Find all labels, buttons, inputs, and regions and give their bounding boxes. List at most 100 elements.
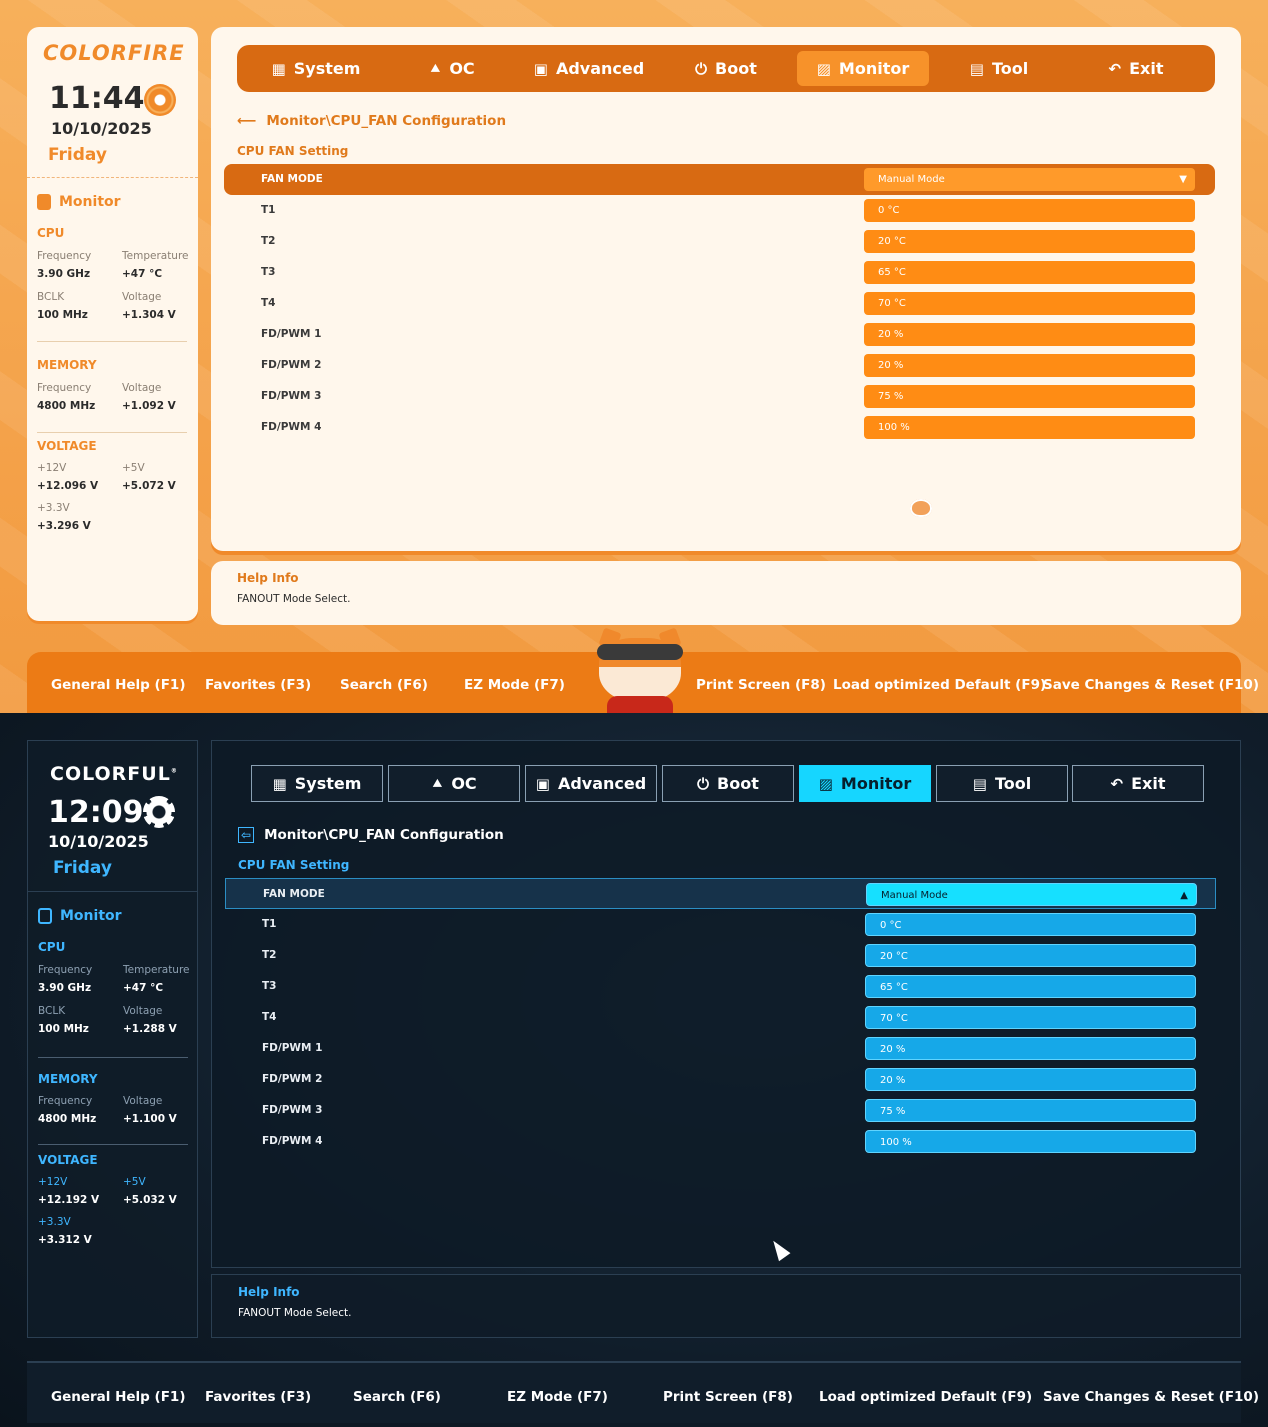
clock-time: 12:09: [48, 795, 144, 830]
footer-general-help[interactable]: General Help (F1): [51, 677, 186, 693]
gear-icon[interactable]: [143, 796, 175, 828]
breadcrumb[interactable]: ⇦ Monitor\CPU_FAN Configuration: [238, 827, 504, 843]
t3-input[interactable]: 65 °C: [864, 261, 1195, 284]
tab-oc[interactable]: ⯅ OC: [388, 765, 520, 802]
footer-search[interactable]: Search (F6): [340, 677, 428, 693]
fan-mode-dropdown[interactable]: Manual Mode ▲: [866, 883, 1197, 906]
monitor-heading: Monitor: [37, 194, 121, 210]
memory-frequency-label: Frequency: [38, 1095, 93, 1107]
t1-input[interactable]: 0 °C: [865, 913, 1196, 936]
setting-row-pwm2[interactable]: FD/PWM 2 20 %: [224, 350, 1215, 381]
pwm4-input[interactable]: 100 %: [865, 1130, 1196, 1153]
back-arrow-icon[interactable]: ⟵: [237, 113, 257, 129]
footer-print-screen[interactable]: Print Screen (F8): [663, 1389, 793, 1405]
sidebar-divider: [27, 177, 198, 178]
t4-input[interactable]: 70 °C: [864, 292, 1195, 315]
memory-section-title: MEMORY: [38, 1072, 98, 1086]
chevron-up-icon: ▲: [1180, 890, 1188, 901]
pwm4-input[interactable]: 100 %: [864, 416, 1195, 439]
clock-day: Friday: [48, 145, 107, 165]
monitor-icon: ▨: [816, 59, 831, 78]
footer-load-defaults[interactable]: Load optimized Default (F9): [819, 1389, 1033, 1405]
pwm3-input[interactable]: 75 %: [864, 385, 1195, 408]
setting-row-t4[interactable]: T4 70 °C: [224, 288, 1215, 319]
pwm1-input[interactable]: 20 %: [865, 1037, 1196, 1060]
setting-row-pwm4[interactable]: FD/PWM 4 100 %: [224, 412, 1215, 443]
setting-row-t1[interactable]: T1 0 °C: [224, 195, 1215, 226]
t2-input[interactable]: 20 °C: [865, 944, 1196, 967]
tab-advanced[interactable]: ▣ Advanced: [533, 59, 645, 78]
tab-boot[interactable]: ⏻ Boot: [662, 765, 794, 802]
pwm2-input[interactable]: 20 %: [865, 1068, 1196, 1091]
rocket-icon: ⯅: [431, 774, 444, 793]
v12-label: +12V: [37, 462, 67, 474]
tab-system[interactable]: ▦ System: [271, 59, 361, 78]
paw-cursor-icon: [910, 499, 932, 517]
t2-input[interactable]: 20 °C: [864, 230, 1195, 253]
setting-row-fan-mode[interactable]: FAN MODE Manual Mode ▲: [225, 878, 1216, 909]
cpu-temperature-value: +47 °C: [122, 268, 163, 280]
tab-boot[interactable]: ⏻ Boot: [695, 59, 757, 78]
chip-icon: ▣: [533, 59, 548, 78]
setting-row-fan-mode[interactable]: FAN MODE Manual Mode ▼: [224, 164, 1215, 195]
tab-exit[interactable]: ↶ Exit: [1108, 59, 1164, 78]
tab-bar: ▦ System ⯅ OC ▣ Advanced ⏻ Boot ▨ Monitor ▤ To…: [251, 765, 1205, 802]
setting-row-pwm1[interactable]: FD/PWM 1 20 %: [225, 1033, 1216, 1064]
help-info-panel: Help Info FANOUT Mode Select.: [211, 561, 1241, 625]
help-text: FANOUT Mode Select.: [237, 593, 351, 605]
footer-save-reset[interactable]: Save Changes & Reset (F10): [1043, 677, 1259, 693]
t3-input[interactable]: 65 °C: [865, 975, 1196, 998]
footer-load-defaults[interactable]: Load optimized Default (F9): [833, 677, 1047, 693]
footer-save-reset[interactable]: Save Changes & Reset (F10): [1043, 1389, 1259, 1405]
tab-monitor[interactable]: ▨ Monitor: [797, 51, 929, 86]
monitor-label: Monitor: [60, 908, 122, 924]
setting-row-pwm3[interactable]: FD/PWM 3 75 %: [224, 381, 1215, 412]
tab-exit[interactable]: ↶ Exit: [1072, 765, 1204, 802]
breadcrumb[interactable]: ⟵ Monitor\CPU_FAN Configuration: [237, 113, 506, 129]
breadcrumb-text: Monitor\CPU_FAN Configuration: [266, 113, 507, 129]
footer-ez-mode[interactable]: EZ Mode (F7): [464, 677, 565, 693]
back-arrow-icon[interactable]: ⇦: [238, 827, 255, 843]
cpu-temperature-label: Temperature: [122, 250, 189, 262]
memory-frequency-value: 4800 MHz: [38, 1113, 97, 1125]
setting-row-t2[interactable]: T2 20 °C: [225, 940, 1216, 971]
tab-system[interactable]: ▦ System: [251, 765, 383, 802]
pwm3-input[interactable]: 75 %: [865, 1099, 1196, 1122]
t1-input[interactable]: 0 °C: [864, 199, 1195, 222]
tab-tool[interactable]: ▤ Tool: [936, 765, 1068, 802]
footer-general-help[interactable]: General Help (F1): [51, 1389, 186, 1405]
tab-advanced[interactable]: ▣ Advanced: [525, 765, 657, 802]
t4-input[interactable]: 70 °C: [865, 1006, 1196, 1029]
sidebar: COLORFIRE 11:44 10/10/2025 Friday Monito…: [27, 27, 198, 621]
voltage-section-title: VOLTAGE: [37, 439, 97, 453]
setting-row-t4[interactable]: T4 70 °C: [225, 1002, 1216, 1033]
setting-row-t2[interactable]: T2 20 °C: [224, 226, 1215, 257]
v12-value: +12.096 V: [37, 480, 99, 492]
v5-label: +5V: [123, 1176, 146, 1188]
tab-monitor[interactable]: ▨ Monitor: [799, 765, 931, 802]
tab-oc[interactable]: ⯅ OC: [429, 59, 475, 78]
tab-tool[interactable]: ▤ Tool: [969, 59, 1029, 78]
setting-row-t1[interactable]: T1 0 °C: [225, 909, 1216, 940]
footer-favorites[interactable]: Favorites (F3): [205, 677, 312, 693]
section-divider: [38, 1057, 188, 1058]
v5-label: +5V: [122, 462, 145, 474]
setting-row-pwm1[interactable]: FD/PWM 1 20 %: [224, 319, 1215, 350]
footer-search[interactable]: Search (F6): [353, 1389, 441, 1405]
setting-row-pwm2[interactable]: FD/PWM 2 20 %: [225, 1064, 1216, 1095]
pwm2-input[interactable]: 20 %: [864, 354, 1195, 377]
monitor-label: Monitor: [59, 194, 121, 210]
help-title: Help Info: [237, 571, 299, 585]
setting-row-t3[interactable]: T3 65 °C: [225, 971, 1216, 1002]
fan-mode-dropdown[interactable]: Manual Mode ▼: [864, 168, 1195, 191]
setting-row-pwm3[interactable]: FD/PWM 3 75 %: [225, 1095, 1216, 1126]
footer-favorites[interactable]: Favorites (F3): [205, 1389, 312, 1405]
gear-icon[interactable]: [144, 84, 176, 116]
pwm1-input[interactable]: 20 %: [864, 323, 1195, 346]
cpu-section-title: CPU: [38, 940, 66, 954]
setting-row-t3[interactable]: T3 65 °C: [224, 257, 1215, 288]
footer-print-screen[interactable]: Print Screen (F8): [696, 677, 826, 693]
sidebar-divider: [28, 891, 197, 892]
footer-ez-mode[interactable]: EZ Mode (F7): [507, 1389, 608, 1405]
setting-row-pwm4[interactable]: FD/PWM 4 100 %: [225, 1126, 1216, 1157]
